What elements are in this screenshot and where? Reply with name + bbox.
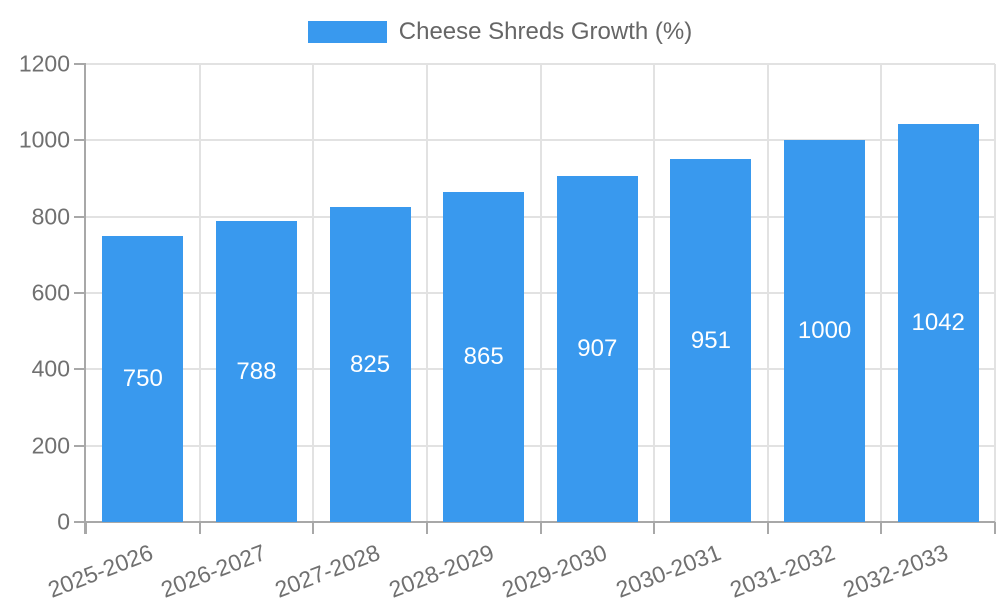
bar[interactable] <box>556 175 638 522</box>
y-tick-label: 400 <box>31 355 70 382</box>
bar-value-label: 907 <box>577 334 618 362</box>
bar[interactable] <box>102 235 184 522</box>
y-tick <box>74 139 86 142</box>
bar[interactable] <box>215 221 297 522</box>
x-tick <box>766 522 769 534</box>
x-tick <box>994 522 996 534</box>
bar[interactable] <box>897 124 979 522</box>
x-gridline <box>766 64 769 522</box>
y-tick <box>74 521 86 523</box>
x-tick <box>312 522 315 534</box>
y-axis-line <box>84 64 86 534</box>
y-tick <box>74 292 86 294</box>
x-tick-label: 2026-2027 <box>157 539 270 600</box>
x-tick <box>85 522 87 534</box>
bar[interactable] <box>329 207 411 522</box>
y-tick <box>74 368 86 371</box>
x-tick-label: 2030-2031 <box>612 539 725 600</box>
y-tick-label: 600 <box>31 279 70 306</box>
x-gridline <box>198 64 201 522</box>
y-tick-label: 0 <box>57 508 70 535</box>
x-tick-label: 2025-2026 <box>44 539 157 600</box>
bar-value-label: 750 <box>122 364 163 392</box>
y-tick <box>74 444 86 447</box>
bar[interactable] <box>443 191 525 522</box>
x-tick <box>198 522 201 534</box>
legend-swatch <box>307 21 387 43</box>
y-tick-label: 1200 <box>18 50 70 77</box>
bar[interactable] <box>670 159 752 522</box>
x-tick-label: 2032-2033 <box>839 539 952 600</box>
bar-value-label: 865 <box>463 342 504 370</box>
bar-value-label: 1000 <box>797 317 852 345</box>
x-tick-label: 2029-2030 <box>498 539 611 600</box>
x-gridline <box>880 64 883 522</box>
y-tick-label: 800 <box>31 203 70 230</box>
x-tick-label: 2027-2028 <box>271 539 384 600</box>
y-tick <box>74 215 86 218</box>
bar-value-label: 788 <box>236 357 277 385</box>
bar-value-label: 1042 <box>911 309 965 337</box>
bar-value-label: 951 <box>690 326 731 354</box>
x-tick <box>880 522 883 534</box>
x-gridline <box>994 64 996 522</box>
x-tick <box>425 522 428 534</box>
y-tick-label: 200 <box>31 432 70 459</box>
x-tick-label: 2031-2032 <box>725 539 838 600</box>
x-gridline <box>539 64 542 522</box>
legend-label: Cheese Shreds Growth (%) <box>398 18 693 45</box>
bar[interactable] <box>784 140 866 522</box>
x-gridline <box>312 64 315 522</box>
x-axis-line <box>74 521 995 523</box>
x-gridline <box>653 64 656 522</box>
x-tick-label: 2028-2029 <box>384 539 498 600</box>
bar-value-label: 825 <box>350 350 391 378</box>
x-tick <box>653 522 656 534</box>
x-tick <box>539 522 542 534</box>
y-tick-label: 1000 <box>18 126 70 153</box>
legend[interactable]: Cheese Shreds Growth (%) <box>0 17 1000 47</box>
x-gridline <box>425 64 428 522</box>
y-tick <box>74 63 86 65</box>
